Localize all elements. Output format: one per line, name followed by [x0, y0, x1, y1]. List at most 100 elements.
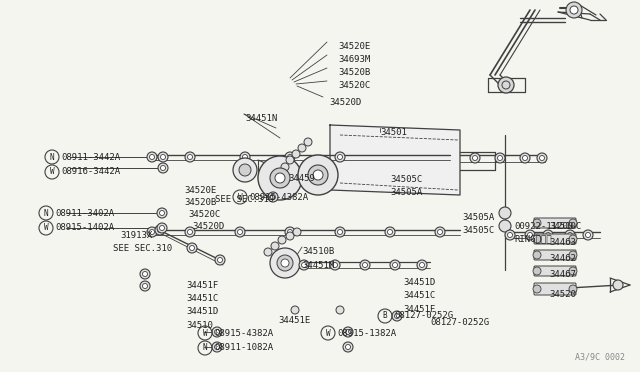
Circle shape	[533, 267, 541, 275]
Circle shape	[419, 263, 424, 267]
Text: 34505A: 34505A	[390, 188, 422, 197]
Circle shape	[543, 230, 553, 240]
Circle shape	[264, 248, 272, 256]
Circle shape	[417, 260, 427, 270]
Circle shape	[533, 251, 541, 259]
Text: 34510: 34510	[186, 321, 213, 330]
Circle shape	[470, 153, 480, 163]
Circle shape	[362, 263, 367, 267]
Text: W: W	[326, 328, 330, 337]
Circle shape	[527, 232, 532, 237]
Text: SEE SEC.310: SEE SEC.310	[113, 244, 172, 253]
Circle shape	[390, 260, 400, 270]
Text: 34520E: 34520E	[184, 186, 216, 195]
Text: 08911-1082A: 08911-1082A	[214, 343, 273, 353]
Circle shape	[143, 283, 147, 289]
Circle shape	[360, 260, 370, 270]
Circle shape	[140, 281, 150, 291]
Circle shape	[583, 230, 593, 240]
Circle shape	[499, 220, 511, 232]
Circle shape	[472, 155, 477, 160]
Circle shape	[140, 269, 150, 279]
Text: 08915-4382A: 08915-4382A	[214, 328, 273, 337]
Circle shape	[292, 150, 300, 158]
Text: 34520: 34520	[549, 290, 576, 299]
Circle shape	[301, 263, 307, 267]
Circle shape	[239, 164, 251, 176]
Text: 34510C: 34510C	[549, 222, 581, 231]
Text: RINGリング: RINGリング	[514, 234, 552, 243]
Circle shape	[277, 255, 293, 271]
Text: 08915-4382A: 08915-4382A	[249, 192, 308, 202]
Circle shape	[545, 232, 550, 237]
Text: 34451N: 34451N	[245, 114, 277, 123]
Text: N: N	[44, 208, 48, 218]
Circle shape	[520, 153, 530, 163]
Circle shape	[243, 154, 248, 160]
Circle shape	[237, 230, 243, 234]
Circle shape	[533, 285, 541, 293]
Circle shape	[533, 235, 541, 243]
Text: 34463: 34463	[549, 238, 576, 247]
Circle shape	[522, 155, 527, 160]
Circle shape	[271, 195, 275, 199]
FancyBboxPatch shape	[534, 234, 576, 244]
Text: W: W	[237, 192, 243, 202]
Circle shape	[293, 228, 301, 236]
Text: 34462: 34462	[549, 254, 576, 263]
Circle shape	[185, 227, 195, 237]
Circle shape	[533, 219, 541, 227]
Circle shape	[385, 227, 395, 237]
Circle shape	[235, 227, 245, 237]
Circle shape	[215, 255, 225, 265]
Circle shape	[569, 267, 577, 275]
Text: N: N	[203, 343, 207, 353]
Text: B: B	[383, 311, 387, 321]
Circle shape	[233, 158, 257, 182]
Circle shape	[270, 248, 300, 278]
Circle shape	[337, 230, 342, 234]
Circle shape	[188, 230, 193, 234]
Text: 34467: 34467	[549, 270, 576, 279]
Circle shape	[304, 138, 312, 146]
Text: W: W	[203, 328, 207, 337]
Circle shape	[299, 260, 309, 270]
Text: 34505A: 34505A	[462, 213, 494, 222]
Circle shape	[308, 165, 328, 185]
Text: 34451D: 34451D	[186, 307, 218, 316]
Circle shape	[313, 170, 323, 180]
Circle shape	[185, 152, 195, 162]
Circle shape	[188, 154, 193, 160]
Circle shape	[387, 230, 392, 234]
FancyBboxPatch shape	[534, 266, 576, 276]
Text: 08911-3442A: 08911-3442A	[61, 153, 120, 161]
Text: 34451C: 34451C	[403, 291, 435, 300]
Circle shape	[150, 154, 154, 160]
Text: 00922-11200: 00922-11200	[514, 222, 573, 231]
Circle shape	[343, 342, 353, 352]
Circle shape	[499, 207, 511, 219]
Circle shape	[189, 246, 195, 250]
FancyBboxPatch shape	[534, 218, 576, 228]
Text: 08915-1402A: 08915-1402A	[55, 224, 114, 232]
Text: 34451M: 34451M	[302, 261, 334, 270]
Text: SEE SEC.319: SEE SEC.319	[215, 195, 274, 204]
Circle shape	[392, 263, 397, 267]
Circle shape	[258, 156, 302, 200]
Text: 34520B: 34520B	[338, 68, 371, 77]
Text: 34510B: 34510B	[302, 247, 334, 256]
Text: 34451F: 34451F	[403, 305, 435, 314]
Circle shape	[497, 155, 502, 160]
Text: 08915-1382A: 08915-1382A	[337, 328, 396, 337]
Circle shape	[143, 272, 147, 276]
Circle shape	[157, 208, 167, 218]
Text: 34451C: 34451C	[186, 294, 218, 303]
Text: 34520B: 34520B	[184, 198, 216, 207]
Circle shape	[498, 77, 514, 93]
Circle shape	[147, 227, 157, 237]
Text: 34520C: 34520C	[188, 210, 220, 219]
Circle shape	[525, 230, 535, 240]
Circle shape	[335, 227, 345, 237]
Polygon shape	[330, 125, 460, 195]
Circle shape	[285, 227, 295, 237]
